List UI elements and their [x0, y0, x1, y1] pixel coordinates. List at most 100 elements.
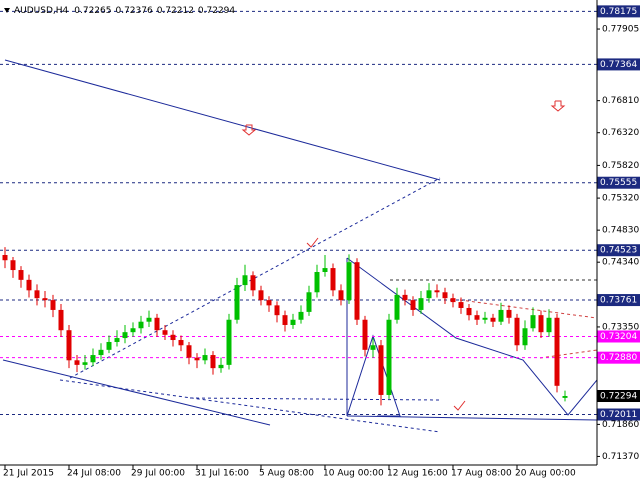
- candle-body: [330, 268, 336, 291]
- level-label: 0.74523: [600, 246, 637, 256]
- candle-body: [554, 317, 560, 386]
- y-tick-label: 0.74830: [602, 226, 639, 236]
- candle-body: [450, 298, 456, 303]
- x-tick-label: 10 Aug 00:00: [323, 469, 384, 479]
- candle-body: [114, 338, 120, 342]
- candle-body: [98, 349, 104, 356]
- candle-body: [234, 285, 240, 320]
- candle-body: [90, 355, 96, 363]
- level-label: 0.72880: [600, 353, 637, 363]
- level-box: [597, 294, 640, 307]
- level-label: 0.77364: [600, 60, 637, 70]
- symbol: AUDUSD,H4: [14, 6, 69, 16]
- candle-body: [482, 317, 488, 320]
- candle-body: [410, 300, 416, 310]
- candle-body: [210, 355, 216, 369]
- y-tick-label: 0.74340: [602, 258, 639, 268]
- candle-body: [154, 317, 160, 331]
- trend-line: [4, 59, 441, 181]
- candle-body: [290, 319, 296, 325]
- candle-body: [522, 328, 528, 346]
- level-label: 0.73761: [600, 296, 637, 306]
- candle-body: [458, 302, 464, 308]
- x-tick-label: 12 Aug 16:00: [387, 469, 448, 479]
- menu-icon: [4, 8, 10, 13]
- candle-body: [42, 298, 48, 301]
- candle-body: [202, 355, 208, 361]
- candle-body: [162, 330, 168, 335]
- x-tick-label: 31 Jul 16:00: [195, 469, 249, 479]
- candle-body: [298, 311, 304, 320]
- candle-body: [514, 317, 520, 346]
- candles: [2, 247, 568, 406]
- candle-body: [226, 319, 232, 365]
- level-label: 0.75555: [600, 178, 637, 188]
- check-icon: [306, 237, 319, 248]
- level-box: [597, 58, 640, 71]
- y-tick-label: 0.73350: [602, 322, 639, 332]
- candle-body: [34, 290, 40, 299]
- y-tick-label: 0.75320: [602, 194, 639, 204]
- x-tick-label: 29 Jul 00:00: [131, 469, 185, 479]
- candle-body: [386, 319, 392, 395]
- candle-body: [66, 330, 72, 361]
- x-tick-label: 24 Jul 08:00: [67, 469, 121, 479]
- y-tick-label: 0.77905: [602, 25, 639, 35]
- candle-body: [186, 345, 192, 358]
- current-price-label: 0.72294: [600, 392, 637, 402]
- candle-body: [138, 321, 144, 329]
- level-box: [597, 408, 640, 421]
- level-box: [597, 176, 640, 189]
- y-tick-label: 0.75820: [602, 161, 639, 171]
- candle-body: [26, 279, 32, 291]
- candle-body: [130, 328, 136, 333]
- x-tick-label: 21 Jul 2015: [3, 469, 54, 479]
- candle-body: [530, 315, 536, 329]
- low: 0.72212: [157, 6, 194, 16]
- arrow-icon: [241, 124, 257, 136]
- current-price-box: [597, 390, 640, 403]
- candle-body: [18, 270, 24, 280]
- y-tick-label: 0.71370: [602, 452, 639, 462]
- candle-body: [498, 309, 504, 322]
- arrow-icon: [550, 100, 566, 112]
- x-tick-label: 17 Aug 08:00: [451, 469, 512, 479]
- wave-line: [346, 257, 598, 416]
- levels: 0.78175 0.77364 0.75555 0.74523 0.73761 0.732…: [0, 5, 640, 421]
- candle-body: [106, 341, 112, 350]
- candle-body: [250, 275, 256, 291]
- candle-body: [170, 334, 176, 341]
- trend-line: [2, 359, 271, 426]
- level-box: [597, 330, 640, 343]
- axes: 0.77905 0.76810 0.76320 0.75820 0.75320 0.748…: [3, 25, 639, 479]
- chart-header: AUDUSD,H4 0.72265 0.72376 0.72212 0.72294: [14, 6, 235, 16]
- level-label: 0.78175: [600, 7, 637, 17]
- y-tick-label: 0.71860: [602, 420, 639, 430]
- trend-line: [59, 379, 441, 433]
- candle-body: [378, 345, 384, 395]
- candle-body: [354, 262, 360, 320]
- candle-body: [338, 290, 344, 301]
- candle-body: [562, 396, 568, 398]
- candle-body: [74, 360, 80, 365]
- candle-body: [282, 315, 288, 325]
- trend-line: [459, 299, 598, 319]
- candle-body: [538, 315, 544, 333]
- high: 0.72376: [115, 6, 152, 16]
- candle-body: [306, 292, 312, 312]
- candle-body: [394, 294, 400, 320]
- level-box: [597, 351, 640, 364]
- candle-body: [2, 254, 8, 261]
- candle-body: [346, 262, 352, 301]
- candle-body: [58, 309, 64, 331]
- candle-body: [122, 332, 128, 339]
- candle-body: [402, 294, 408, 301]
- candle-body: [490, 317, 496, 322]
- level-box: [597, 244, 640, 257]
- candle-body: [434, 290, 440, 293]
- candle-body: [274, 305, 280, 316]
- x-tick-label: 20 Aug 00:00: [515, 469, 576, 479]
- candle-body: [322, 268, 328, 273]
- candle-body: [50, 300, 56, 310]
